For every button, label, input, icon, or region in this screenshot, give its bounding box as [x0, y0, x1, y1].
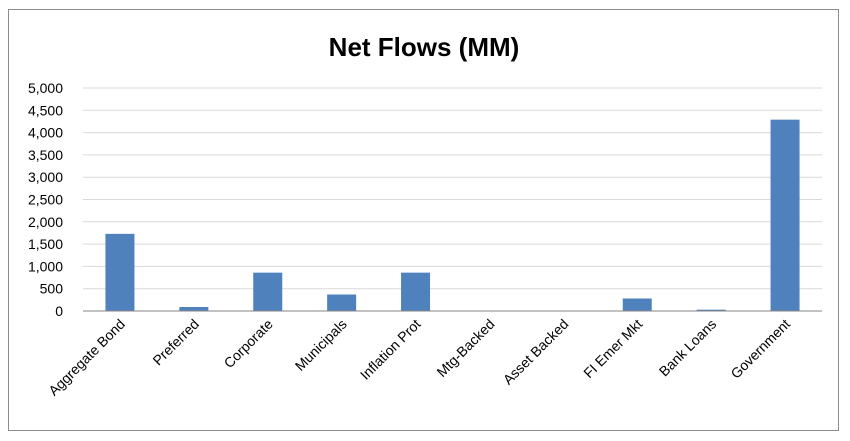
- y-tick-label: 0: [55, 303, 63, 319]
- x-tick-label: Municipals: [292, 316, 350, 374]
- y-tick-label: 1,500: [28, 236, 63, 252]
- bar: [696, 309, 726, 311]
- bar: [179, 306, 209, 311]
- y-tick-label: 500: [40, 281, 64, 297]
- bar: [327, 294, 357, 311]
- x-tick-label: Asset Backed: [500, 316, 572, 388]
- y-tick-label: 5,000: [28, 80, 63, 96]
- chart-title: Net Flows (MM): [329, 32, 520, 62]
- x-tick-label: Bank Loans: [656, 316, 720, 380]
- y-tick-label: 3,500: [28, 147, 63, 163]
- y-tick-label: 3,000: [28, 169, 63, 185]
- x-tick-label: Mtg-Backed: [433, 316, 497, 380]
- bar: [622, 298, 652, 311]
- y-tick-label: 1,000: [28, 258, 63, 274]
- y-tick-label: 4,000: [28, 125, 63, 141]
- y-tick-label: 2,500: [28, 192, 63, 208]
- x-tick-label: Preferred: [149, 316, 202, 369]
- bar: [105, 233, 135, 311]
- chart-frame: [8, 9, 839, 431]
- x-tick-label: Inflation Prot: [357, 316, 424, 383]
- x-tick-label: Aggregate Bond: [45, 316, 128, 399]
- x-tick-label: Government: [727, 316, 793, 382]
- x-tick-label: FI Emer Mkt: [580, 316, 645, 381]
- y-tick-label: 4,500: [28, 102, 63, 118]
- x-tick-label: Corporate: [221, 316, 276, 371]
- bar: [253, 272, 283, 311]
- bar: [770, 119, 800, 311]
- bar: [401, 272, 431, 311]
- y-tick-label: 2,000: [28, 214, 63, 230]
